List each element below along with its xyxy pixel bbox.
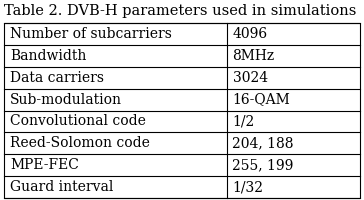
- Text: 255, 199: 255, 199: [233, 158, 294, 172]
- Text: 8MHz: 8MHz: [233, 49, 274, 63]
- Text: 1/2: 1/2: [233, 114, 255, 128]
- Text: Number of subcarriers: Number of subcarriers: [10, 27, 172, 41]
- Text: MPE-FEC: MPE-FEC: [10, 158, 79, 172]
- Text: Bandwidth: Bandwidth: [10, 49, 86, 63]
- Text: 1/32: 1/32: [233, 180, 264, 194]
- Text: 4096: 4096: [233, 27, 268, 41]
- Text: Table 2. DVB-H parameters used in simulations: Table 2. DVB-H parameters used in simula…: [4, 4, 356, 18]
- Text: Guard interval: Guard interval: [10, 180, 113, 194]
- Bar: [4, 23, 360, 198]
- Text: 16-QAM: 16-QAM: [233, 93, 290, 107]
- Text: 3024: 3024: [233, 71, 268, 85]
- Text: Convolutional code: Convolutional code: [10, 114, 146, 128]
- Text: Data carriers: Data carriers: [10, 71, 104, 85]
- Text: Reed-Solomon code: Reed-Solomon code: [10, 136, 150, 150]
- Text: Sub-modulation: Sub-modulation: [10, 93, 122, 107]
- Text: 204, 188: 204, 188: [233, 136, 294, 150]
